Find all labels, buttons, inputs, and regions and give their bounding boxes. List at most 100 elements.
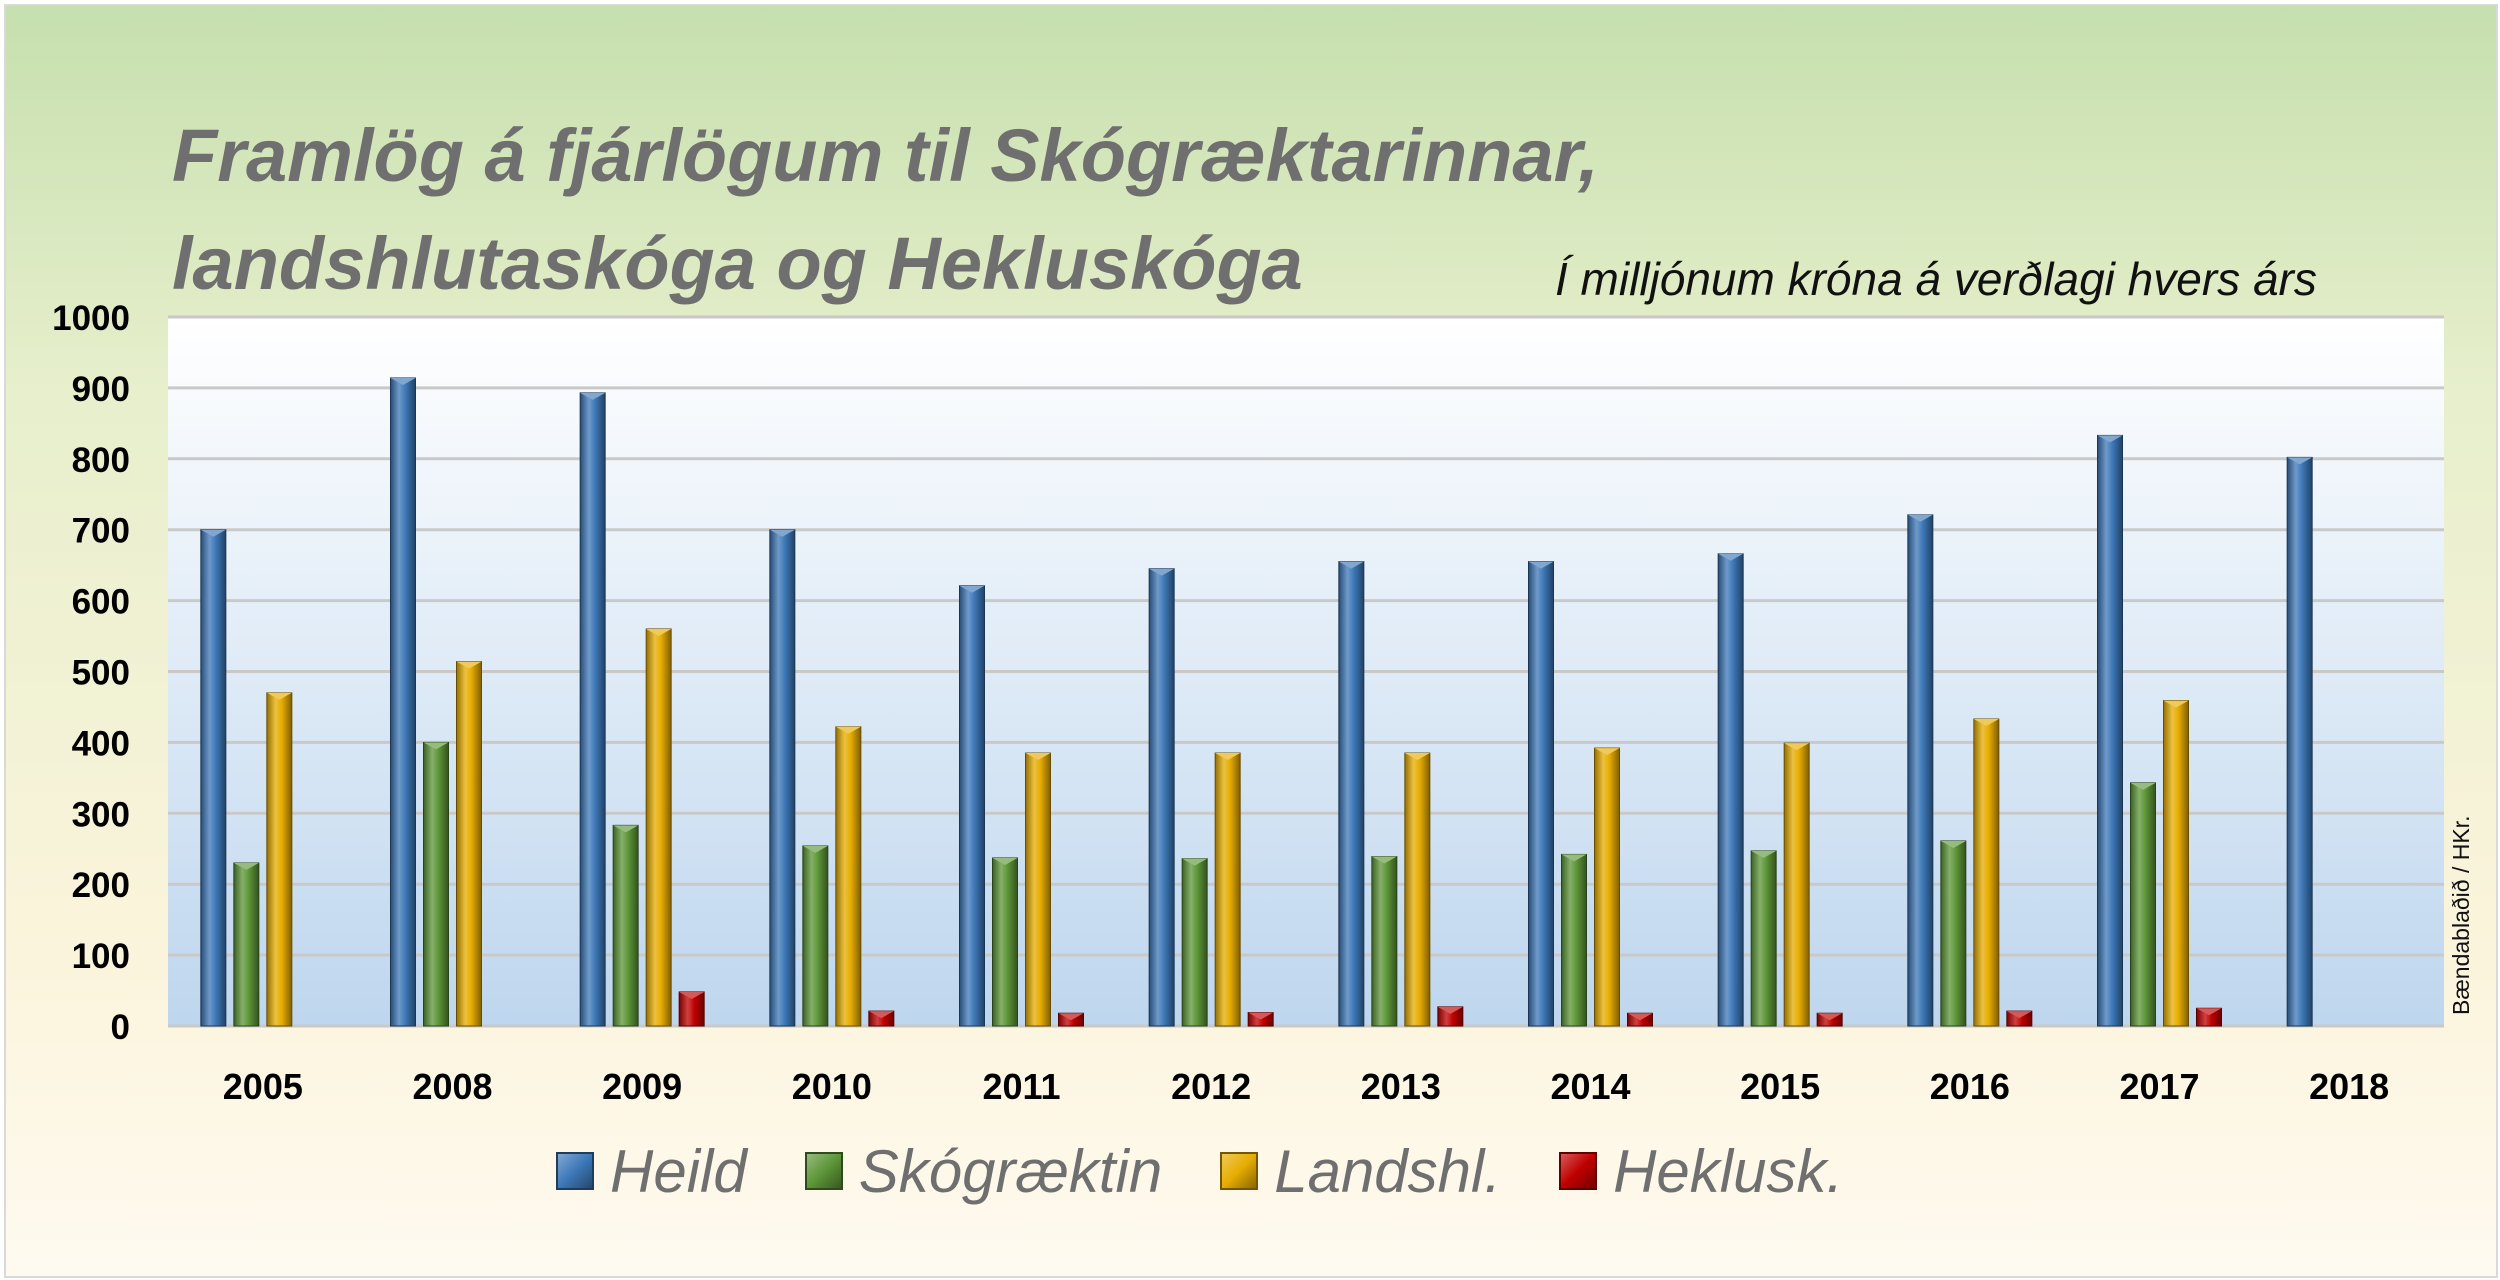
x-tick-label: 2017 — [2119, 1066, 2199, 1107]
bar-cap-landshl-2013 — [1404, 753, 1430, 761]
x-tick-label: 2015 — [1740, 1066, 1820, 1107]
x-tick-label: 2013 — [1361, 1066, 1441, 1107]
bar-heild-2005 — [200, 529, 227, 1027]
x-tick-label: 2010 — [792, 1066, 872, 1107]
chart-frame: Framlög á fjárlögum til Skógræktarinnar,… — [4, 4, 2498, 1278]
bar-skograektin-2016 — [1940, 840, 1967, 1027]
bar-cap-skograektin-2013 — [1371, 856, 1397, 864]
bar-cap-heklusk-2010 — [868, 1011, 894, 1019]
bar-cap-skograektin-2015 — [1751, 850, 1777, 858]
bar-cap-heild-2011 — [959, 585, 985, 593]
legend-swatch-heild — [556, 1152, 594, 1190]
x-tick-label: 2014 — [1550, 1066, 1630, 1107]
bar-landshl-2013 — [1404, 752, 1431, 1027]
bar-cap-landshl-2015 — [1784, 743, 1810, 751]
bar-heild-2008 — [390, 377, 416, 1027]
bar-landshl-2017 — [2163, 700, 2189, 1027]
y-tick-label: 100 — [72, 937, 130, 976]
chart-subtitle: Í milljónum króna á verðlagi hvers árs — [1555, 253, 2317, 305]
bar-skograektin-2011 — [992, 857, 1018, 1027]
bar-cap-heklusk-2015 — [1817, 1013, 1843, 1021]
bar-cap-heild-2015 — [1718, 553, 1744, 561]
bar-cap-heild-2017 — [2097, 435, 2123, 443]
bar-cap-landshl-2016 — [1973, 719, 1999, 727]
bar-landshl-2016 — [1973, 718, 2000, 1027]
bar-cap-skograektin-2008 — [423, 742, 449, 750]
chart-title: Framlög á fjárlögum til Skógræktarinnar,… — [172, 102, 1872, 318]
y-tick-label: 800 — [72, 441, 130, 480]
bar-cap-heild-2008 — [390, 377, 416, 385]
bar-heild-2009 — [579, 392, 606, 1027]
bar-cap-landshl-2012 — [1215, 753, 1241, 761]
bar-heild-2016 — [1907, 514, 1934, 1027]
legend-label-heklusk: Heklusk. — [1613, 1137, 1844, 1205]
bar-cap-skograektin-2010 — [802, 845, 828, 853]
bar-cap-heklusk-2011 — [1058, 1013, 1084, 1021]
legend-swatch-skograektin — [804, 1152, 843, 1190]
bar-skograektin-2009 — [612, 824, 639, 1027]
bar-skograektin-2015 — [1750, 850, 1777, 1027]
y-tick-label: 900 — [72, 370, 130, 409]
legend-swatch-landshl — [1220, 1152, 1259, 1190]
y-tick-label: 500 — [72, 654, 130, 693]
bar-skograektin-2017 — [2130, 782, 2156, 1027]
bar-cap-landshl-2008 — [456, 661, 482, 669]
bar-heild-2018 — [2286, 456, 2313, 1027]
bar-cap-heild-2009 — [580, 392, 606, 400]
bar-landshl-2010 — [835, 726, 862, 1027]
legend-label-landshl: Landshl. — [1274, 1137, 1502, 1205]
bar-cap-skograektin-2017 — [2130, 782, 2156, 790]
x-tick-label: 2011 — [982, 1066, 1060, 1107]
x-tick-label: 2012 — [1171, 1066, 1251, 1107]
y-axis: 0 100 200 300 400 500 600 700 800 900 1000 — [52, 299, 130, 1047]
bar-cap-skograektin-2014 — [1561, 854, 1587, 862]
bar-cap-heklusk-2014 — [1627, 1013, 1653, 1021]
bar-skograektin-2008 — [423, 741, 449, 1027]
bar-landshl-2005 — [266, 692, 293, 1027]
y-tick-label: 400 — [72, 724, 130, 763]
bar-cap-heild-2014 — [1528, 561, 1554, 569]
y-tick-label: 1000 — [52, 299, 130, 338]
chart-title-line-1: Framlög á fjárlögum til Skógræktarinnar, — [172, 114, 1599, 197]
bar-cap-landshl-2009 — [646, 628, 672, 636]
bar-heild-2012 — [1148, 568, 1175, 1027]
y-tick-label: 200 — [72, 866, 130, 905]
x-tick-label: 2008 — [412, 1066, 492, 1107]
x-tick-label: 2005 — [223, 1066, 303, 1107]
bar-cap-heild-2010 — [769, 529, 795, 537]
y-tick-label: 300 — [72, 795, 130, 834]
x-tick-label: 2016 — [1930, 1066, 2010, 1107]
bar-skograektin-2013 — [1371, 856, 1398, 1027]
legend-item-heild: Heild — [556, 1137, 747, 1206]
x-tick-label: 2009 — [602, 1066, 682, 1107]
bar-cap-landshl-2010 — [835, 726, 861, 734]
bar-skograektin-2012 — [1181, 858, 1208, 1027]
bar-cap-skograektin-2005 — [233, 862, 259, 870]
bar-cap-landshl-2011 — [1025, 753, 1051, 761]
source-credit: Bændablaðið / HKr. — [2448, 815, 2474, 1015]
bar-cap-landshl-2014 — [1594, 748, 1620, 756]
bar-cap-heklusk-2016 — [2006, 1011, 2032, 1019]
bar-heild-2011 — [959, 585, 985, 1027]
bar-heild-2015 — [1717, 553, 1744, 1027]
legend-label-skograektin: Skógræktin — [858, 1137, 1163, 1205]
bar-heild-2013 — [1338, 561, 1365, 1027]
chart-title-line-2: landshlutaskóga og Hekluskóga — [172, 222, 1303, 305]
bars — [200, 377, 2313, 1027]
bar-landshl-2014 — [1594, 747, 1620, 1027]
bar-skograektin-2005 — [233, 862, 260, 1027]
x-axis: 2005 2008 2009 2010 2011 2012 2013 2014 2015 2016… — [223, 1066, 2389, 1107]
y-tick-label: 0 — [111, 1008, 130, 1047]
bar-skograektin-2010 — [802, 845, 829, 1027]
bar-cap-heild-2005 — [200, 529, 226, 537]
legend-label-heild: Heild — [610, 1137, 747, 1205]
bar-skograektin-2014 — [1561, 853, 1587, 1027]
y-tick-label: 600 — [72, 583, 130, 622]
bar-cap-landshl-2017 — [2163, 700, 2189, 708]
bar-landshl-2008 — [456, 661, 482, 1027]
legend: Heild Skógræktin Landshl. Heklusk. — [556, 1131, 1956, 1211]
bar-cap-heild-2013 — [1338, 561, 1364, 569]
bar-landshl-2011 — [1025, 752, 1051, 1027]
bar-cap-heklusk-2017 — [2196, 1008, 2222, 1016]
